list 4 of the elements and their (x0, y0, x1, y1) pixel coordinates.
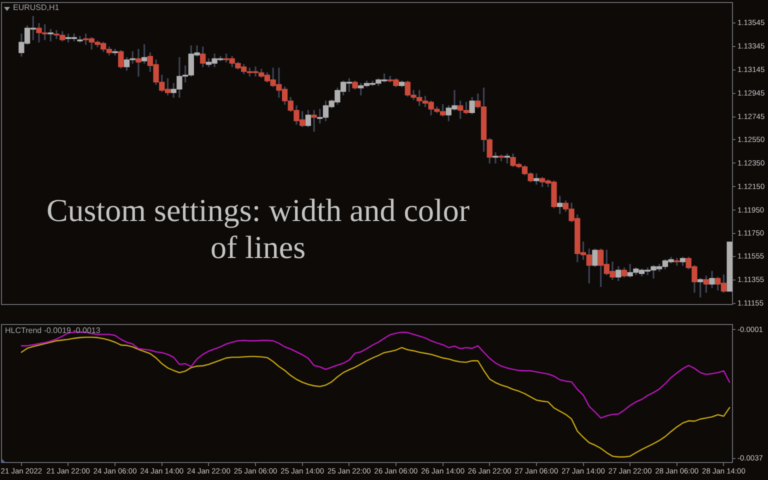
chart-title: EURUSD,H1 (13, 3, 60, 12)
candlestick (311, 110, 317, 132)
candlestick (136, 48, 142, 77)
annotation: Custom settings: width and color of lines (45, 192, 471, 266)
